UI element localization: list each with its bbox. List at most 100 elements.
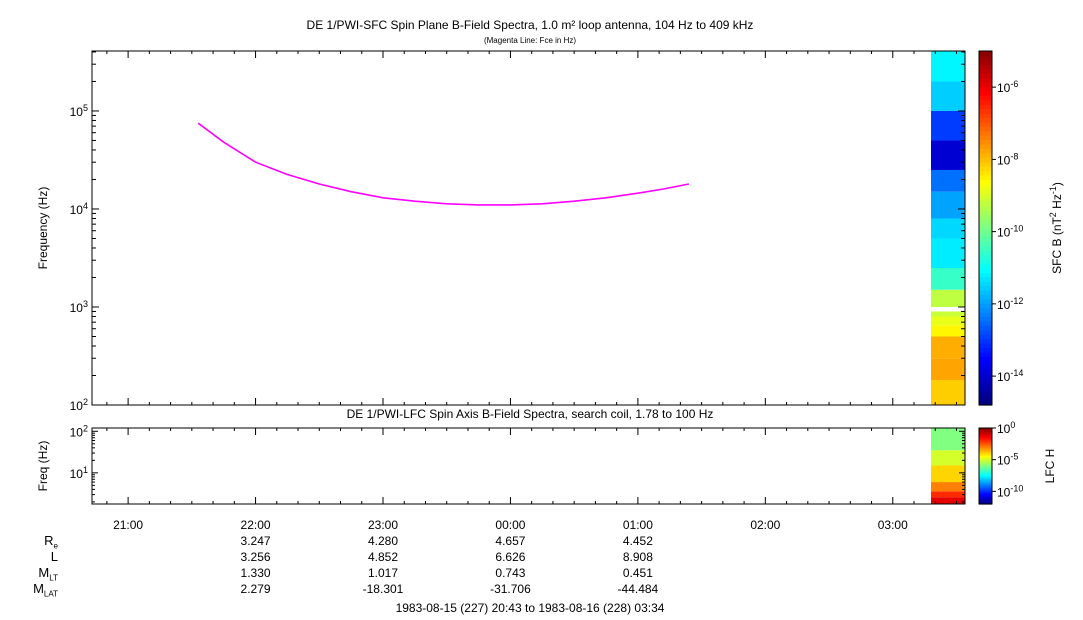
lfc-colorbar-band [979, 486, 992, 489]
lfc-colorbar-band [979, 475, 992, 478]
sfc-colorbar-band [979, 117, 992, 123]
sfc-colorbar-band [979, 272, 992, 278]
lfc-colorbar-band [979, 489, 992, 492]
lfc-colorbar-band [979, 480, 992, 482]
sfc-colorbar-band [979, 210, 992, 216]
sfc-colorbar-band [979, 112, 992, 118]
x-tick-label: 03:00 [878, 518, 908, 532]
sfc-colorbar-band [979, 183, 992, 189]
sfc-colorbar-band [979, 320, 992, 326]
sfc-colorbar-band [979, 258, 992, 264]
lfc-colorbar-band [979, 459, 992, 461]
lfc-colorbar-band [979, 433, 992, 436]
lfc-colorbar-band [979, 434, 992, 437]
y-tick-label: 102 [70, 423, 88, 439]
lfc-spectrogram-cell [931, 428, 965, 451]
lfc-colorbar-band [979, 502, 992, 504]
spectrogram-cell [931, 358, 965, 380]
lfc-spectrogram-cell [931, 465, 965, 483]
spectrogram-cell [931, 81, 965, 111]
sfc-colorbar-band [979, 188, 992, 194]
lfc-spectrogram-cell [931, 491, 965, 498]
spectrogram-cell [931, 336, 965, 359]
ephemeris-value: 1.017 [368, 566, 398, 580]
y-tick-label: 104 [70, 201, 88, 217]
lfc-colorbar-band [979, 474, 992, 477]
eph-label-mlt: MLT [38, 565, 58, 583]
sfc-colorbar-band [979, 281, 992, 287]
sfc-colorbar-band [979, 174, 992, 180]
sfc-colorbar-band [979, 73, 992, 79]
spectrogram-cell [931, 218, 965, 239]
sfc-colorbar-band [979, 223, 992, 229]
lfc-colorbar-band [979, 465, 992, 467]
lfc-colorbar-tick-label: 100 [997, 420, 1015, 436]
top-panel-title: DE 1/PWI-SFC Spin Plane B-Field Spectra,… [306, 18, 754, 32]
fce-series-line [197, 122, 690, 206]
ephemeris-value: 0.743 [495, 566, 525, 580]
lfc-colorbar-band [979, 496, 992, 498]
lfc-colorbar-band [979, 448, 992, 451]
lfc-colorbar-band [979, 461, 992, 463]
sfc-colorbar-band [979, 276, 992, 282]
lfc-colorbar-band [979, 494, 992, 497]
sfc-colorbar-tick-label: 10-10 [997, 224, 1023, 240]
lfc-colorbar-band [979, 500, 992, 502]
lfc-colorbar-band [979, 436, 992, 439]
lfc-colorbar-band [979, 498, 992, 500]
sfc-colorbar-band [979, 170, 992, 176]
sfc-colorbar-band [979, 157, 992, 163]
sfc-colorbar-tick-label: 10-14 [997, 368, 1023, 384]
sfc-colorbar-tick-label: 10-12 [997, 296, 1023, 312]
lfc-colorbar-band [979, 466, 992, 468]
ephemeris-value: 4.452 [623, 534, 653, 548]
sfc-colorbar-band [979, 228, 992, 234]
lfc-colorbar-band [979, 472, 992, 475]
x-tick-label: 22:00 [241, 518, 271, 532]
lfc-colorbar-band [979, 447, 992, 449]
top-plot-frame [91, 50, 966, 406]
lfc-colorbar-band [979, 467, 992, 470]
sfc-colorbar-band [979, 254, 992, 260]
sfc-colorbar-band [979, 64, 992, 70]
lfc-colorbar-frame [978, 427, 993, 505]
sfc-colorbar-band [979, 139, 992, 145]
sfc-colorbar-band [979, 387, 992, 393]
sfc-colorbar-tick-label: 10-6 [997, 79, 1018, 95]
x-tick-label: 23:00 [368, 518, 398, 532]
lfc-spectrogram-cell [931, 482, 965, 492]
spectrogram-cell [931, 311, 965, 317]
sfc-colorbar-band [979, 68, 992, 74]
lfc-colorbar-tick-label: 10-10 [997, 483, 1023, 499]
lfc-colorbar-band [979, 430, 992, 433]
sfc-colorbar-band [979, 192, 992, 198]
bottom-plot-frame [91, 427, 966, 505]
sfc-colorbar-band [979, 391, 992, 397]
lfc-colorbar-band [979, 456, 992, 459]
ephemeris-value: 1.330 [241, 566, 271, 580]
lfc-colorbar-band [979, 487, 992, 490]
lfc-colorbar-band [979, 451, 992, 454]
lfc-colorbar-band [979, 499, 992, 501]
sfc-colorbar-band [979, 55, 992, 61]
lfc-colorbar-band [979, 469, 992, 472]
eph-label-re: Re [44, 533, 58, 551]
y-tick-label: 103 [70, 299, 88, 315]
lfc-colorbar-band [979, 452, 992, 455]
sfc-colorbar-band [979, 312, 992, 318]
x-tick-label: 00:00 [495, 518, 525, 532]
ephemeris-value: -31.706 [490, 582, 531, 596]
x-tick-label: 21:00 [113, 518, 143, 532]
lfc-colorbar-band [979, 435, 992, 438]
lfc-colorbar-band [979, 481, 992, 483]
sfc-colorbar-band [979, 307, 992, 313]
sfc-colorbar-band [979, 365, 992, 371]
lfc-colorbar-band [979, 442, 992, 444]
y-axis-label: Freq (Hz) [36, 441, 50, 492]
lfc-colorbar-band [979, 447, 992, 450]
lfc-colorbar-label: LFC H [1043, 449, 1057, 484]
sfc-colorbar-band [979, 152, 992, 158]
sfc-colorbar-band [979, 51, 992, 57]
lfc-colorbar-band [979, 455, 992, 458]
